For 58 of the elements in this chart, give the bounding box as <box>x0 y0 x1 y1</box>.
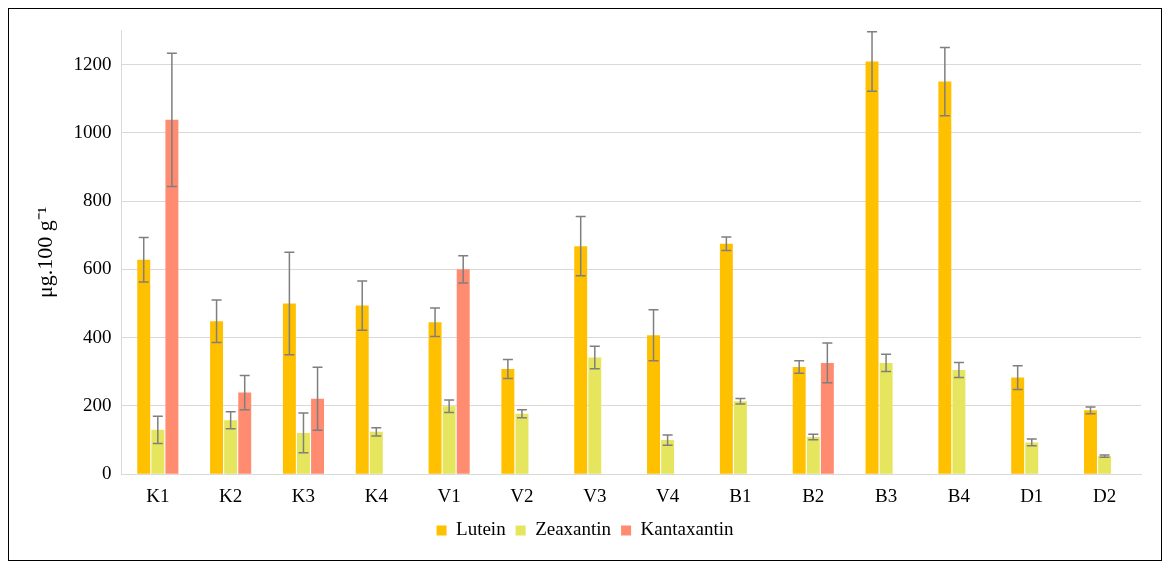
bar <box>574 246 588 474</box>
bar <box>282 303 296 474</box>
bar <box>224 420 238 474</box>
y-tick-label: 0 <box>101 462 112 484</box>
bar <box>456 269 470 474</box>
x-tick-label: B2 <box>802 484 825 506</box>
x-tick-label: D1 <box>1020 484 1044 506</box>
bar <box>647 335 661 474</box>
bar <box>952 370 966 474</box>
bar <box>806 436 820 474</box>
x-tick-label: V3 <box>583 484 607 506</box>
bar <box>515 413 529 474</box>
y-tick-label: 400 <box>82 325 112 347</box>
x-tick-label: K1 <box>146 484 170 506</box>
x-tick-label: D2 <box>1092 484 1117 506</box>
bar <box>792 367 806 474</box>
bar <box>501 369 515 474</box>
y-tick-label: 800 <box>82 189 112 211</box>
x-tick-label: V1 <box>437 484 461 506</box>
bar <box>733 401 747 474</box>
bar <box>355 305 369 474</box>
bar <box>820 362 834 474</box>
bar <box>1025 442 1039 474</box>
x-tick-label: K2 <box>219 484 243 506</box>
bar <box>165 119 179 474</box>
bar <box>1098 456 1112 474</box>
bar <box>210 321 224 474</box>
x-tick-label: K3 <box>291 484 316 506</box>
x-tick-label: K4 <box>364 484 389 506</box>
y-axis-title: μg.100 g⁻¹ <box>31 206 57 298</box>
bar <box>879 362 893 474</box>
bar <box>719 243 733 474</box>
y-tick-label: 600 <box>82 257 112 279</box>
bar <box>297 432 310 474</box>
bar <box>1084 410 1097 474</box>
x-tick-label: V2 <box>510 484 534 506</box>
bar <box>137 259 151 474</box>
bar <box>311 398 325 474</box>
y-tick-label: 200 <box>82 393 112 415</box>
bar <box>428 322 442 474</box>
bar <box>442 406 456 474</box>
bar <box>938 81 952 474</box>
bar <box>661 440 675 474</box>
x-tick-label: B1 <box>729 484 752 506</box>
bar <box>865 61 879 474</box>
legend-label: Zeaxantin <box>535 518 612 540</box>
legend-label: Kantaxantin <box>640 518 734 540</box>
bar <box>1011 377 1025 474</box>
bar <box>588 357 602 474</box>
bar <box>369 431 383 474</box>
legend-label: Lutein <box>456 518 507 540</box>
y-tick-label: 1000 <box>73 120 112 142</box>
x-tick-label: V4 <box>656 484 680 506</box>
bar <box>151 429 165 474</box>
bar <box>238 392 252 474</box>
x-tick-label: B3 <box>875 484 898 506</box>
y-tick-label: 1200 <box>73 52 112 74</box>
x-tick-label: B4 <box>947 484 971 506</box>
